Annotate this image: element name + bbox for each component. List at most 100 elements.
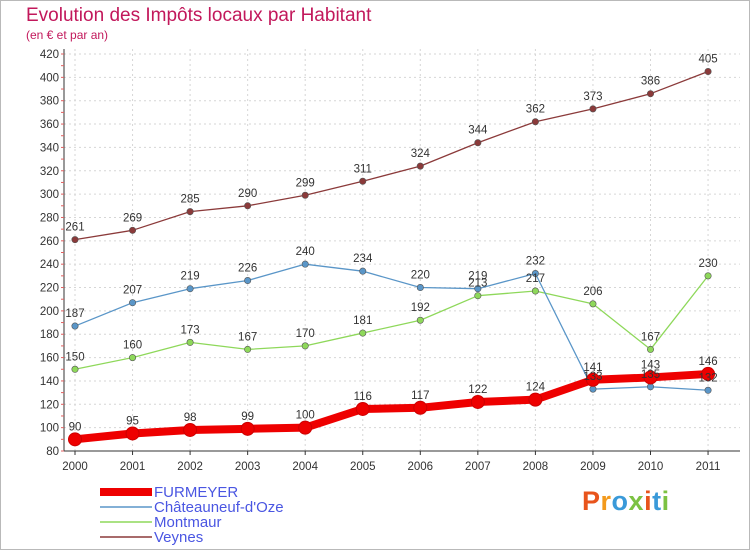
data-label-ch-teauneuf-d-oze: 240 (296, 246, 315, 258)
data-label-furmeyer: 99 (241, 411, 254, 423)
data-point-ch-teauneuf-d-oze (416, 284, 424, 292)
legend-label: Veynes (154, 529, 203, 546)
data-point-montmaur (301, 342, 309, 350)
data-label-veynes: 285 (181, 194, 200, 206)
data-point-ch-teauneuf-d-oze (359, 267, 367, 275)
data-label-veynes: 344 (468, 125, 488, 137)
x-tick-label: 2002 (177, 461, 203, 473)
y-tick-label: 100 (40, 423, 59, 435)
data-label-montmaur: 213 (468, 278, 487, 290)
data-label-ch-teauneuf-d-oze: 187 (65, 308, 84, 320)
y-tick-label: 160 (40, 353, 59, 365)
data-label-ch-teauneuf-d-oze: 133 (583, 371, 602, 383)
data-label-ch-teauneuf-d-oze: 219 (181, 271, 200, 283)
data-point-montmaur (129, 354, 137, 362)
data-label-montmaur: 160 (123, 340, 142, 352)
data-point-furmeyer (298, 420, 313, 435)
x-tick-label: 2006 (408, 461, 434, 473)
series-line-montmaur (74, 275, 709, 370)
data-label-ch-teauneuf-d-oze: 226 (238, 263, 257, 275)
data-label-montmaur: 150 (65, 351, 84, 363)
data-point-veynes (589, 105, 597, 113)
x-tick-label: 2003 (235, 461, 261, 473)
data-label-furmeyer: 122 (468, 384, 487, 396)
data-label-furmeyer: 141 (583, 362, 602, 374)
data-label-veynes: 324 (411, 148, 431, 160)
data-label-ch-teauneuf-d-oze: 219 (468, 271, 487, 283)
data-label-furmeyer: 95 (126, 415, 139, 427)
data-label-montmaur: 217 (526, 273, 545, 285)
data-label-furmeyer: 116 (354, 391, 372, 403)
data-label-furmeyer: 117 (411, 390, 429, 402)
y-tick-label: 400 (40, 72, 59, 84)
series-line-furmeyer (71, 369, 713, 444)
y-tick-label: 360 (40, 119, 59, 131)
data-label-montmaur: 192 (411, 302, 430, 314)
data-point-veynes (129, 226, 137, 234)
data-label-veynes: 386 (641, 76, 660, 88)
data-label-veynes: 269 (123, 212, 142, 224)
data-point-montmaur (186, 338, 194, 346)
data-point-furmeyer (68, 432, 82, 447)
data-point-ch-teauneuf-d-oze (129, 299, 137, 307)
data-label-veynes: 405 (698, 54, 717, 66)
data-label-furmeyer: 98 (184, 412, 197, 424)
y-tick-label: 140 (40, 376, 59, 388)
data-label-montmaur: 181 (353, 315, 372, 327)
legend-label: Montmaur (154, 514, 222, 531)
data-label-furmeyer: 124 (526, 382, 546, 394)
data-label-veynes: 373 (583, 91, 602, 103)
x-tick-label: 2005 (350, 461, 376, 473)
data-point-furmeyer (643, 370, 658, 385)
data-point-ch-teauneuf-d-oze (186, 285, 194, 293)
data-label-furmeyer: 90 (69, 421, 82, 433)
data-point-veynes (416, 162, 424, 170)
data-point-veynes (704, 68, 712, 76)
data-point-ch-teauneuf-d-oze (646, 383, 654, 391)
data-point-veynes (186, 208, 194, 216)
plot-area (64, 49, 740, 451)
data-point-veynes (71, 236, 79, 244)
data-label-montmaur: 173 (181, 324, 200, 336)
series-line-veynes (74, 70, 709, 241)
data-point-furmeyer (528, 392, 543, 407)
data-point-veynes (531, 118, 539, 126)
data-point-furmeyer (125, 426, 140, 441)
data-point-furmeyer (585, 372, 600, 387)
data-point-furmeyer (355, 401, 370, 416)
x-tick-label: 2000 (62, 461, 88, 473)
data-label-veynes: 299 (296, 177, 315, 189)
data-label-montmaur: 167 (641, 331, 660, 343)
data-point-ch-teauneuf-d-oze (531, 270, 539, 278)
data-point-ch-teauneuf-d-oze (71, 322, 79, 330)
y-tick-label: 320 (40, 166, 59, 178)
y-tick-label: 340 (40, 142, 59, 154)
proxiti-logo: Proxiti (582, 486, 670, 516)
data-point-montmaur (359, 329, 367, 337)
y-tick-label: 380 (40, 96, 59, 108)
data-point-furmeyer (701, 366, 716, 381)
y-tick-label: 260 (40, 236, 59, 248)
data-label-ch-teauneuf-d-oze: 220 (411, 270, 430, 282)
data-point-furmeyer (183, 422, 198, 437)
data-point-montmaur (244, 345, 252, 353)
x-tick-label: 2008 (523, 461, 549, 473)
x-tick-label: 2004 (292, 461, 318, 473)
data-point-ch-teauneuf-d-oze (244, 277, 252, 285)
x-tick-label: 2009 (580, 461, 606, 473)
data-point-ch-teauneuf-d-oze (704, 386, 712, 394)
data-point-veynes (646, 90, 654, 98)
data-label-ch-teauneuf-d-oze: 135 (641, 369, 660, 381)
data-label-montmaur: 170 (296, 328, 315, 340)
data-point-montmaur (531, 287, 539, 295)
y-tick-label: 180 (40, 329, 59, 341)
data-point-furmeyer (470, 394, 485, 409)
data-point-veynes (474, 139, 482, 147)
data-label-montmaur: 206 (583, 286, 602, 298)
data-point-veynes (244, 202, 252, 210)
x-tick-label: 2011 (696, 461, 721, 473)
data-label-veynes: 290 (238, 188, 257, 200)
data-label-veynes: 261 (65, 222, 84, 234)
y-tick-label: 280 (40, 212, 59, 224)
